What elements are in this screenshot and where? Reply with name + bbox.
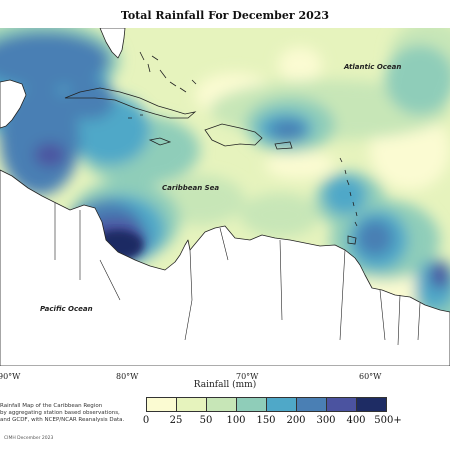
caribbean-sea-label: Caribbean Sea — [162, 184, 220, 192]
legend-tick: 50 — [199, 415, 213, 426]
legend-swatch-3 — [207, 398, 237, 411]
note-line-3: and GCDF, with NCEP/NCAR Reanalysis Data… — [0, 417, 125, 423]
atlantic-ocean-label: Atlantic Ocean — [344, 63, 402, 71]
pacific-ocean-label: Pacific Ocean — [40, 305, 93, 313]
legend-ticks: 0 25 50 100 150 200 300 400 500+ — [142, 415, 408, 429]
legend-tick: 400 — [346, 415, 366, 426]
legend-swatch-1 — [147, 398, 177, 411]
axis-label: Rainfall (mm) — [193, 380, 257, 390]
legend-swatch-8 — [357, 398, 386, 411]
legend-swatch-2 — [177, 398, 207, 411]
credit: CIMH December 2023 — [4, 436, 54, 441]
color-legend — [146, 397, 387, 412]
legend-swatch-5 — [267, 398, 297, 411]
legend-tick: 500+ — [374, 415, 402, 426]
note-line-2: by aggregating station based observation… — [0, 410, 120, 416]
note-line-1: Rainfall Map of the Caribbean Region — [0, 403, 103, 409]
borders — [54, 203, 421, 346]
legend-tick: 100 — [226, 415, 246, 426]
legend-swatch-6 — [297, 398, 327, 411]
legend-swatch-4 — [237, 398, 267, 411]
lon-label-80w: 80°W — [116, 372, 139, 381]
legend-swatch-7 — [327, 398, 357, 411]
lon-label-70w: 70°W — [236, 372, 259, 381]
legend-tick: 300 — [316, 415, 336, 426]
land-masses — [0, 28, 450, 366]
legend-tick: 25 — [169, 415, 183, 426]
lon-label-60w: 60°W — [359, 372, 382, 381]
legend-tick: 0 — [142, 415, 150, 426]
map-notes: Rainfall Map of the Caribbean Region by … — [0, 403, 140, 424]
legend-tick: 200 — [286, 415, 306, 426]
legend-tick: 150 — [256, 415, 276, 426]
map-title: Total Rainfall For December 2023 — [120, 9, 330, 22]
lon-label-90w: 90°W — [0, 372, 21, 381]
islands — [64, 51, 358, 245]
rainfall-map — [0, 28, 450, 366]
